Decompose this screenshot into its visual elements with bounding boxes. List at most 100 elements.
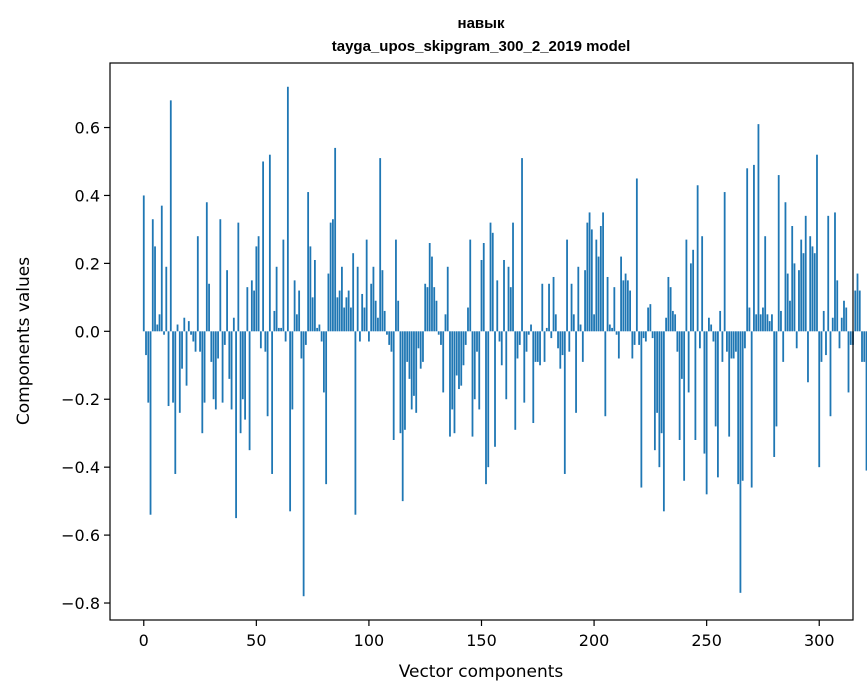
bar-229	[658, 331, 661, 468]
bar-184	[557, 331, 559, 349]
bar-39	[230, 331, 233, 410]
bar-93	[352, 253, 355, 332]
bar-283	[780, 310, 782, 332]
bar-173	[532, 331, 535, 424]
bar-58	[273, 310, 276, 332]
bar-211	[617, 331, 620, 359]
bar-240	[683, 331, 686, 481]
bar-237	[676, 331, 679, 352]
bar-134	[444, 314, 447, 332]
bar-115	[401, 331, 404, 502]
bar-12	[169, 100, 172, 332]
x-tick-label: 0	[139, 631, 149, 650]
bar-55	[266, 331, 269, 417]
bar-95	[356, 266, 359, 332]
bar-103	[374, 300, 377, 332]
x-axis-label: Vector components	[399, 662, 564, 682]
bar-282	[777, 175, 780, 332]
bar-318	[858, 290, 861, 332]
bar-149	[478, 331, 481, 410]
y-tick-label: 0.0	[75, 322, 100, 341]
bar-263	[735, 331, 737, 352]
bar-160	[503, 259, 505, 332]
bar-164	[512, 222, 514, 332]
bar-64	[286, 86, 289, 332]
bar-157	[496, 280, 499, 332]
bar-196	[584, 270, 586, 332]
bar-215	[626, 280, 629, 332]
bar-204	[602, 212, 604, 332]
bar-209	[613, 287, 616, 332]
bar-287	[789, 300, 791, 332]
bar-110	[390, 331, 393, 352]
bar-231	[662, 331, 665, 512]
bar-133	[442, 331, 445, 393]
bar-310	[840, 317, 843, 332]
bar-171	[527, 331, 530, 335]
bar-158	[498, 331, 501, 342]
bar-25	[199, 331, 201, 352]
bar-170	[525, 331, 528, 352]
bar-50	[255, 246, 258, 332]
bar-65	[289, 331, 292, 512]
bar-62	[282, 239, 285, 332]
bar-248	[701, 236, 704, 332]
bar-319	[861, 331, 863, 362]
bar-70	[300, 331, 303, 359]
bar-292	[800, 239, 803, 332]
bar-150	[480, 259, 483, 332]
x-tick-label: 100	[354, 631, 385, 650]
bar-57	[271, 331, 274, 474]
bar-104	[377, 317, 379, 332]
bar-129	[433, 287, 436, 332]
bar-136	[449, 331, 451, 437]
bar-205	[604, 331, 607, 417]
y-tick-label: −0.6	[61, 526, 100, 545]
bar-119	[410, 331, 413, 410]
bar-69	[298, 290, 301, 332]
bar-245	[694, 331, 697, 440]
bar-88	[341, 266, 343, 332]
bar-15	[176, 324, 179, 332]
bar-81	[325, 331, 328, 485]
bar-246	[696, 185, 699, 332]
x-axis: 0 50 100 150 200 250 300	[139, 620, 835, 650]
bar-320	[863, 331, 866, 362]
bar-146	[471, 331, 474, 437]
bar-304	[827, 215, 830, 332]
y-tick-label: 0.4	[75, 186, 100, 205]
bar-218	[633, 331, 636, 345]
bar-308	[836, 280, 839, 332]
bar-262	[732, 331, 735, 359]
bar-163	[509, 287, 512, 332]
bar-183	[554, 314, 557, 332]
bar-151	[482, 243, 485, 332]
bar-26	[201, 331, 204, 434]
bar-21	[190, 331, 192, 335]
bar-252	[710, 324, 713, 332]
x-tick-label: 300	[804, 631, 835, 650]
bar-213	[622, 280, 625, 332]
bar-313	[847, 331, 850, 393]
x-tick-label: 150	[466, 631, 497, 650]
bar-56	[268, 154, 271, 332]
bar-296	[809, 236, 812, 332]
bar-279	[771, 314, 773, 332]
bar-105	[379, 158, 382, 332]
bar-66	[291, 331, 294, 410]
bar-87	[338, 290, 341, 332]
bar-309	[838, 331, 841, 349]
bar-128	[431, 256, 433, 332]
bar-111	[392, 331, 395, 440]
bar-91	[347, 290, 350, 332]
bar-290	[795, 331, 798, 349]
plot-area-frame	[109, 62, 854, 621]
bar-10	[165, 266, 168, 332]
y-tick-label: 0.6	[75, 119, 100, 138]
bar-239	[680, 331, 683, 379]
bar-303	[825, 331, 827, 356]
bar-258	[723, 192, 726, 332]
bar-4	[151, 219, 154, 332]
bar-177	[541, 283, 544, 332]
bar-217	[631, 331, 634, 359]
